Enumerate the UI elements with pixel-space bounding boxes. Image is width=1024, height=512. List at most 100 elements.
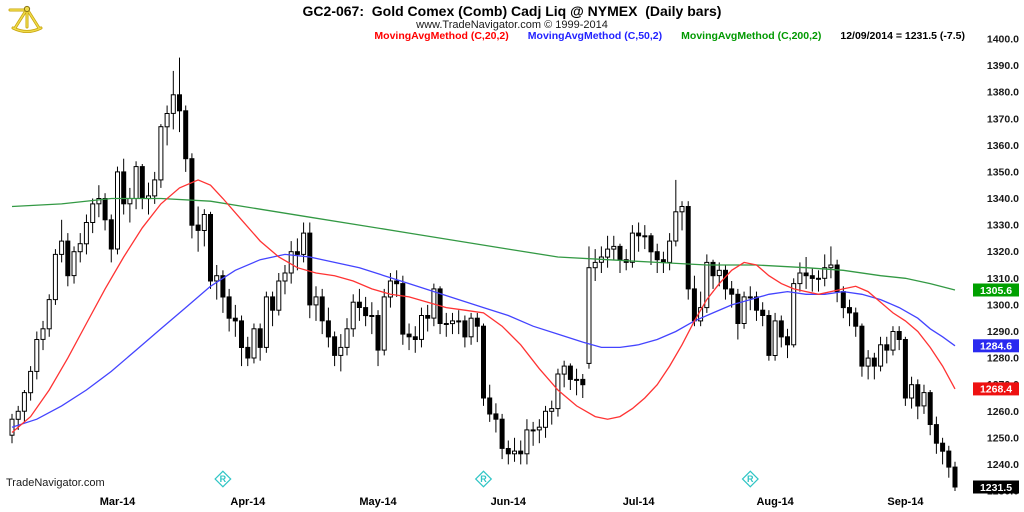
legend-ma20-label[interactable]: MovingAvgMethod (C,20,2) — [374, 30, 509, 42]
y-axis: 1400.0 1390.0 1380.0 1370.0 1360.0 1350.0 1340… — [987, 34, 1019, 498]
candle-up — [21, 392, 27, 412]
x-axis-month-label: Aug-14 — [756, 496, 794, 508]
legend-ma50-label[interactable]: MovingAvgMethod (C,50,2) — [527, 30, 663, 42]
candle-up — [158, 126, 164, 181]
candle-up — [865, 357, 871, 367]
candle-down — [375, 315, 381, 351]
candle-down — [332, 336, 338, 356]
price-tag-value: 1284.6 — [980, 341, 1012, 353]
candle-up — [419, 315, 424, 340]
x-axis-month-label: Apr-14 — [230, 496, 266, 508]
chart-title: GC2-067: Gold Comex (Comb) Cadj Liq @ NY… — [302, 3, 722, 19]
candle-down — [493, 413, 499, 420]
candle-down — [896, 331, 902, 340]
candle-up — [164, 113, 170, 128]
candle-down — [270, 296, 276, 311]
candle-down — [654, 251, 660, 261]
price-tag: 1305.6 — [973, 283, 1019, 297]
candle-down — [232, 317, 238, 322]
candle-up — [797, 272, 803, 285]
candle-down — [915, 384, 921, 407]
rollover-marker[interactable]: R — [474, 470, 493, 488]
candle-up — [543, 410, 548, 428]
y-axis-tick-label: 1350.0 — [987, 166, 1019, 178]
rollover-marker-letter: R — [747, 474, 754, 484]
candle-up — [201, 214, 207, 231]
y-axis-tick-label: 1280.0 — [987, 353, 1019, 365]
candle-down — [785, 336, 790, 346]
rollover-diamond-icon — [474, 470, 493, 488]
candle-up — [34, 339, 40, 372]
y-axis-tick-label: 1330.0 — [987, 220, 1019, 232]
rollover-diamond-icon — [214, 470, 232, 488]
candle-down — [183, 110, 189, 160]
price-tag: 1284.6 — [973, 339, 1019, 353]
candle-up — [115, 171, 120, 250]
price-tag: 1231.5 — [973, 480, 1019, 494]
candle-up — [574, 378, 580, 381]
candle-down — [195, 224, 201, 231]
candle-up — [878, 344, 884, 367]
candle-down — [636, 232, 642, 237]
rollover-marker[interactable]: R — [214, 470, 232, 488]
candle-up — [667, 240, 673, 263]
candle-up — [28, 370, 34, 394]
price-tag: 1268.4 — [973, 382, 1019, 396]
candle-down — [580, 378, 586, 386]
candle-down — [226, 296, 232, 319]
candle-up — [127, 198, 133, 205]
candle-up — [561, 365, 567, 375]
candle-down — [481, 325, 486, 399]
candle-up — [387, 280, 393, 298]
candle-up — [592, 261, 598, 269]
candle-up — [251, 328, 257, 359]
candle-down — [505, 448, 511, 455]
candle-down — [518, 450, 524, 455]
rollover-diamond-icon — [741, 470, 759, 488]
candle-down — [859, 325, 865, 367]
candle-up — [524, 429, 530, 455]
candle-up — [338, 346, 344, 356]
legend-ma200-label[interactable]: MovingAvgMethod (C,200,2) — [681, 30, 822, 42]
rollover-marker[interactable]: R — [741, 470, 759, 488]
y-axis-tick-label: 1260.0 — [987, 406, 1019, 418]
candle-down — [617, 245, 623, 261]
candle-up — [344, 328, 350, 348]
candle-up — [791, 283, 797, 346]
candle-up — [716, 269, 722, 277]
candle-up — [450, 320, 455, 325]
candle-up — [52, 253, 58, 301]
candle-down — [847, 307, 852, 314]
rollover-marker-letter: R — [480, 474, 487, 484]
candle-up — [40, 328, 46, 340]
chart-subtitle: www.TradeNavigator.com © 1999-2014 — [416, 19, 608, 31]
candle-down — [778, 320, 784, 338]
candle-up — [642, 235, 648, 238]
candle-up — [586, 267, 592, 364]
candle-down — [834, 264, 840, 293]
y-axis-tick-label: 1360.0 — [987, 140, 1019, 152]
candle-down — [902, 339, 908, 399]
candle-down — [809, 275, 815, 279]
candle-down — [356, 301, 362, 309]
candle-up — [772, 320, 778, 356]
rollover-marker-letter: R — [220, 474, 227, 484]
candle-down — [952, 466, 958, 488]
candle-up — [605, 248, 611, 258]
watermark-text: TradeNavigator.com — [6, 477, 105, 489]
candle-up — [381, 296, 387, 351]
candle-down — [499, 418, 505, 449]
y-axis-tick-label: 1390.0 — [987, 60, 1019, 72]
x-axis-month-label: May-14 — [359, 496, 397, 508]
candle-down — [840, 291, 846, 309]
candle-down — [412, 336, 418, 340]
candle-up — [549, 408, 555, 412]
candle-up — [276, 280, 282, 311]
candle-up — [828, 264, 834, 269]
candle-up — [822, 267, 828, 279]
candle-up — [301, 232, 307, 255]
candle-down — [394, 280, 400, 285]
candle-up — [83, 222, 89, 245]
x-axis-month-label: Sep-14 — [887, 496, 924, 508]
